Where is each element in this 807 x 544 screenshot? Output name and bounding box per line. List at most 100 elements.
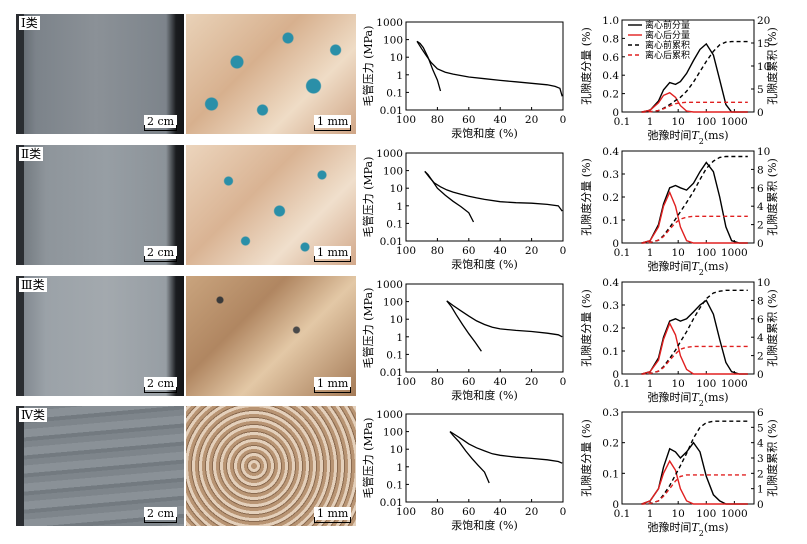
cp-curve-1 <box>424 170 475 223</box>
cp-ytick-label: 100 <box>383 427 403 439</box>
legend-label: 离心后分量 <box>645 29 690 41</box>
cp-xtick-label: 0 <box>560 245 567 257</box>
nmr-y2tick-label: 8 <box>757 164 764 176</box>
legend-label: 离心后累积 <box>645 49 690 61</box>
cp-plot-frame <box>405 413 564 503</box>
nmr-ylabel-right: 孔隙度累积 (%) <box>765 419 779 497</box>
nmr-xtick-label: 1000 <box>721 247 748 259</box>
cp-ylabel: 毛管压力 (MPa) <box>361 157 375 238</box>
core-scale-bar: 2 cm <box>144 246 178 262</box>
cp-ytick-label: 1000 <box>376 17 403 29</box>
nmr-y2tick-label: 0 <box>757 369 764 381</box>
nmr-y2tick-label: 6 <box>757 314 764 326</box>
nmr-ytick-label: 0 <box>612 107 619 119</box>
nmr-y2tick-label: 6 <box>757 183 764 195</box>
thin-section-photo: 1 mm <box>186 14 356 134</box>
thin-scale-bar: 1 mm <box>314 115 352 131</box>
core-photo: Ⅳ类 2 cm <box>16 406 184 526</box>
cp-xtick-label: 20 <box>525 376 538 388</box>
thin-section-photo: 1 mm <box>186 406 356 526</box>
cp-xtick-label: 60 <box>462 376 475 388</box>
class-label: Ⅱ类 <box>19 147 44 161</box>
nmr-ytick-label: 0.1 <box>602 346 619 358</box>
nmr-y2tick-label: 0 <box>757 499 764 511</box>
core-scale-bar: 2 cm <box>144 377 178 393</box>
cp-xtick-label: 80 <box>431 245 444 257</box>
nmr-xtick-label: 0.1 <box>614 247 631 259</box>
cp-ytick-label: 1 <box>396 201 403 213</box>
cp-ytick-label: 10 <box>390 444 403 456</box>
core-scale-bar: 2 cm <box>144 115 178 131</box>
nmr-ytick-label: 0 <box>612 238 619 250</box>
cp-xlabel: 汞饱和度 (%) <box>451 257 518 271</box>
nmr-series-3 <box>641 345 748 375</box>
nmr-xtick-label: 1 <box>647 378 654 390</box>
legend-label: 离心前累积 <box>645 39 690 51</box>
cp-ytick-label: 0.01 <box>380 367 403 379</box>
nmr-ytick-label: 0 <box>612 369 619 381</box>
nmr-ytick-label: 0.2 <box>602 323 619 335</box>
nmr-ytick-label: 1.0 <box>602 15 619 27</box>
nmr-ytick-label: 0.3 <box>602 169 619 181</box>
cp-curve-0 <box>449 431 563 464</box>
nmr-y2tick-label: 4 <box>757 201 764 213</box>
cp-xtick-label: 100 <box>396 114 416 126</box>
class-label: Ⅲ类 <box>19 278 47 292</box>
nmr-xtick-label: 10 <box>671 378 684 390</box>
nmr-xtick-label: 1000 <box>721 508 748 520</box>
nmr-ylabel-left: 孔隙度分量 (%) <box>579 289 593 367</box>
nmr-series-2 <box>641 420 748 505</box>
cp-ytick-label: 1 <box>396 462 403 474</box>
nmr-xlabel: 弛豫时间T2(ms) <box>647 520 728 538</box>
cp-ytick-label: 0.01 <box>380 105 403 117</box>
nmr-series-3 <box>641 474 748 505</box>
cp-ytick-label: 0.01 <box>380 497 403 509</box>
cp-ytick-label: 10 <box>390 183 403 195</box>
cp-ytick-label: 10 <box>390 52 403 64</box>
nmr-y2tick-label: 10 <box>757 61 770 73</box>
class-row: Ⅰ类 2 cm 1 mm <box>0 14 807 142</box>
cp-curve-1 <box>446 300 482 352</box>
nmr-y2tick-label: 0 <box>757 238 764 250</box>
cp-curve-1 <box>449 431 490 484</box>
nmr-y2tick-label: 10 <box>757 277 770 289</box>
thin-section-photo: 1 mm <box>186 276 356 396</box>
cp-xtick-label: 20 <box>525 114 538 126</box>
nmr-y2tick-label: 5 <box>757 84 764 96</box>
thin-scale-bar: 1 mm <box>314 507 352 523</box>
nmr-xtick-label: 10 <box>671 508 684 520</box>
nmr-ytick-label: 0.3 <box>602 407 619 419</box>
cp-ytick-label: 0.01 <box>380 236 403 248</box>
nmr-y2tick-label: 4 <box>757 332 764 344</box>
cp-xtick-label: 100 <box>396 506 416 518</box>
nmr-xtick-label: 1 <box>647 508 654 520</box>
cp-xtick-label: 60 <box>462 245 475 257</box>
nmr-ytick-label: 0 <box>612 499 619 511</box>
nmr-ylabel-left: 孔隙度分量 (%) <box>579 27 593 105</box>
nmr-xtick-label: 0.1 <box>614 508 631 520</box>
core-scale-bar: 2 cm <box>144 507 178 523</box>
cp-curve-1 <box>416 40 442 92</box>
cp-ytick-label: 1 <box>396 70 403 82</box>
cp-xtick-label: 0 <box>560 506 567 518</box>
nmr-series-1 <box>641 459 748 505</box>
cp-xtick-label: 80 <box>431 376 444 388</box>
cp-ytick-label: 1000 <box>376 148 403 160</box>
core-photo: Ⅱ类 2 cm <box>16 145 184 265</box>
core-photo: Ⅲ类 2 cm <box>16 276 184 396</box>
cp-ytick-label: 100 <box>383 297 403 309</box>
core-photo: Ⅰ类 2 cm <box>16 14 184 134</box>
nmr-series-0 <box>641 299 748 375</box>
nmr-y2tick-label: 2 <box>757 351 764 363</box>
cp-ytick-label: 0.1 <box>386 479 403 491</box>
nmr-series-3 <box>641 215 748 244</box>
nmr-xtick-label: 1000 <box>721 116 748 128</box>
nmr-y2tick-label: 3 <box>757 453 764 465</box>
cp-xtick-label: 100 <box>396 245 416 257</box>
nmr-ylabel-right: 孔隙度累积 (%) <box>765 158 779 236</box>
nmr-plot-frame <box>621 411 755 505</box>
nmr-y2tick-label: 2 <box>757 468 764 480</box>
nmr-ylabel-right: 孔隙度累积 (%) <box>765 27 779 105</box>
nmr-series-0 <box>641 441 748 505</box>
